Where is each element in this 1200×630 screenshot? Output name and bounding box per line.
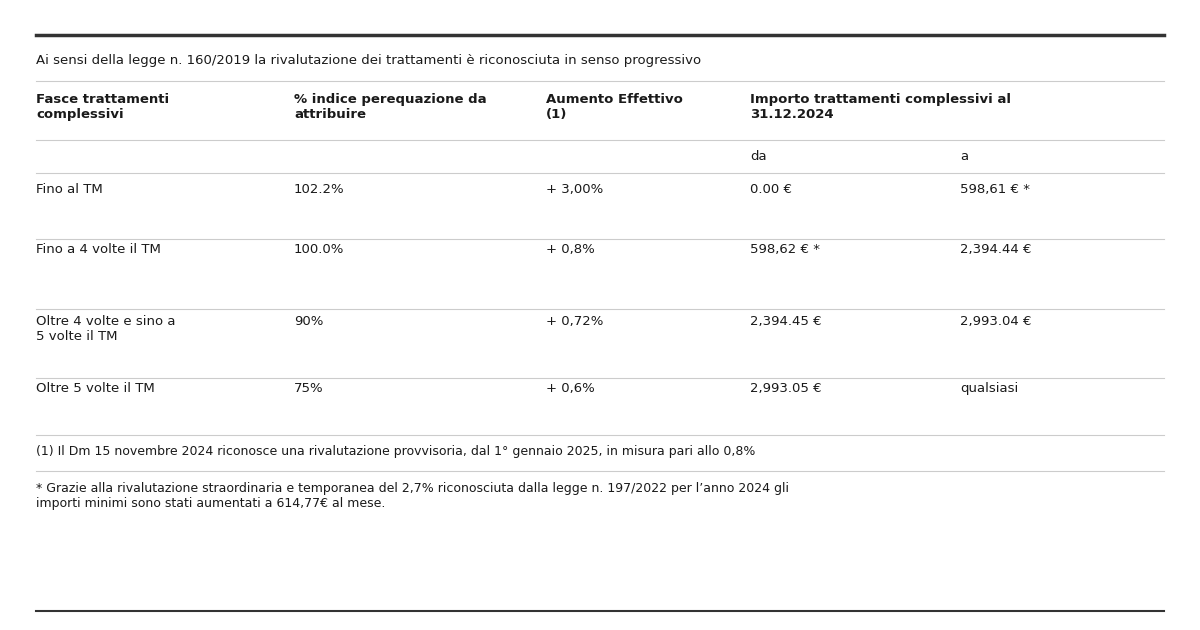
- Text: da: da: [750, 150, 767, 163]
- Text: Oltre 4 volte e sino a
5 volte il TM: Oltre 4 volte e sino a 5 volte il TM: [36, 315, 175, 343]
- Text: + 3,00%: + 3,00%: [546, 183, 604, 196]
- Text: Aumento Effettivo
(1): Aumento Effettivo (1): [546, 93, 683, 120]
- Text: 2,394.44 €: 2,394.44 €: [960, 243, 1032, 256]
- Text: Fasce trattamenti
complessivi: Fasce trattamenti complessivi: [36, 93, 169, 120]
- Text: 2,993.05 €: 2,993.05 €: [750, 382, 822, 396]
- Text: 2,394.45 €: 2,394.45 €: [750, 315, 822, 328]
- Text: Fino al TM: Fino al TM: [36, 183, 103, 196]
- Text: qualsiasi: qualsiasi: [960, 382, 1019, 396]
- Text: Fino a 4 volte il TM: Fino a 4 volte il TM: [36, 243, 161, 256]
- Text: * Grazie alla rivalutazione straordinaria e temporanea del 2,7% riconosciuta dal: * Grazie alla rivalutazione straordinari…: [36, 482, 790, 510]
- Text: 598,62 € *: 598,62 € *: [750, 243, 820, 256]
- Text: Importo trattamenti complessivi al
31.12.2024: Importo trattamenti complessivi al 31.12…: [750, 93, 1010, 120]
- Text: 0.00 €: 0.00 €: [750, 183, 792, 196]
- Text: Ai sensi della legge n. 160/2019 la rivalutazione dei trattamenti è riconosciuta: Ai sensi della legge n. 160/2019 la riva…: [36, 54, 701, 67]
- Text: 90%: 90%: [294, 315, 323, 328]
- Text: Oltre 5 volte il TM: Oltre 5 volte il TM: [36, 382, 155, 396]
- Text: 100.0%: 100.0%: [294, 243, 344, 256]
- Text: 2,993.04 €: 2,993.04 €: [960, 315, 1032, 328]
- Text: % indice perequazione da
attribuire: % indice perequazione da attribuire: [294, 93, 487, 120]
- Text: 102.2%: 102.2%: [294, 183, 344, 196]
- Text: + 0,8%: + 0,8%: [546, 243, 595, 256]
- Text: + 0,72%: + 0,72%: [546, 315, 604, 328]
- Text: 75%: 75%: [294, 382, 324, 396]
- Text: (1) Il Dm 15 novembre 2024 riconosce una rivalutazione provvisoria, dal 1° genna: (1) Il Dm 15 novembre 2024 riconosce una…: [36, 445, 755, 459]
- Text: 598,61 € *: 598,61 € *: [960, 183, 1030, 196]
- Text: + 0,6%: + 0,6%: [546, 382, 595, 396]
- Text: a: a: [960, 150, 968, 163]
